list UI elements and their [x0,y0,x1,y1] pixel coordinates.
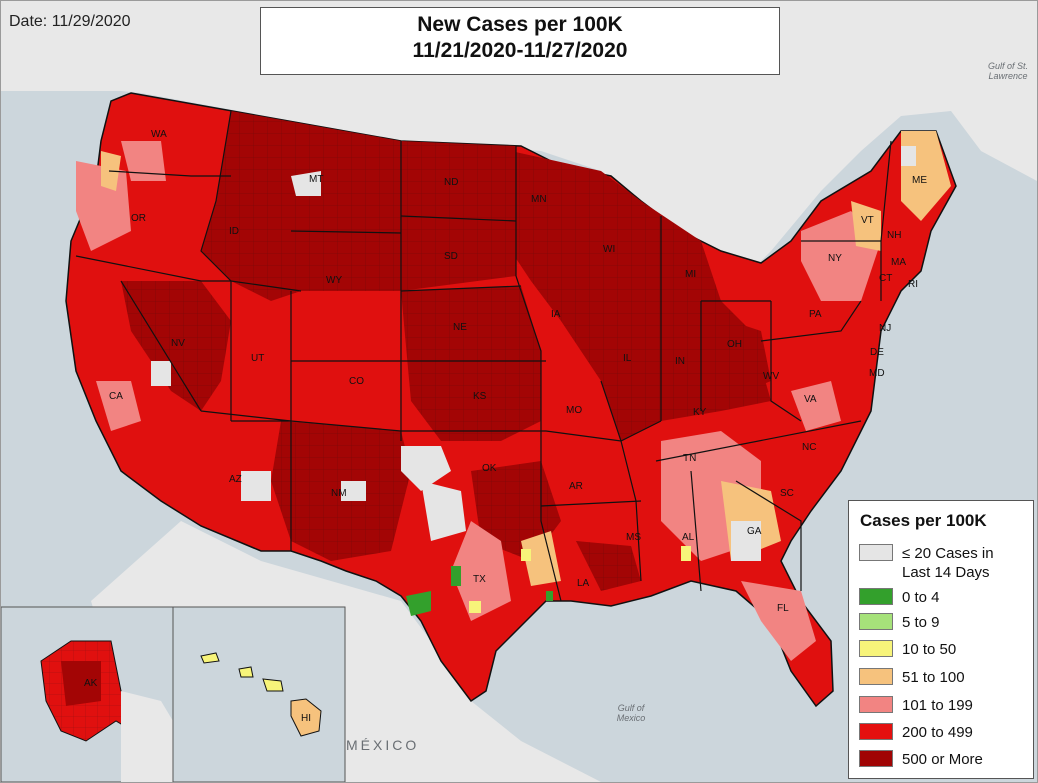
gray-patches [151,146,916,561]
state-label: LA [577,578,590,589]
mexico-label: MÉXICO [346,737,420,753]
legend-item: ≤ 20 Cases in Last 14 Days [859,544,994,582]
legend-label: 51 to 100 [902,669,965,686]
map-title: New Cases per 100K [417,13,623,36]
state-label: TX [473,574,486,585]
legend: Cases per 100K ≤ 20 Cases in Last 14 Day… [848,500,1034,779]
state-label: MA [891,257,906,268]
legend-swatch [859,723,893,740]
state-label: RI [908,279,918,290]
state-label: AZ [229,474,242,485]
legend-label: 101 to 199 [902,697,973,714]
state-label: MI [685,269,697,280]
legend-swatch [859,640,893,657]
state-label: CA [109,391,123,402]
state-borders [75,110,892,602]
state-label: FL [777,603,789,614]
legend-item: 101 to 199 [859,696,973,715]
gulf-of-mexico-label: Gulf of Mexico [616,703,646,723]
state-label: ID [229,226,239,237]
state-label: TN [683,453,697,464]
state-label: NV [171,338,185,349]
state-label: WA [151,129,167,140]
state-label: NH [887,230,902,241]
state-label: NJ [879,323,892,334]
state-label: GA [747,526,762,537]
state-label: KS [473,391,487,402]
state-label: MO [566,405,583,416]
state-label: ND [444,177,459,188]
legend-swatch [859,696,893,713]
legend-label: ≤ 20 Cases in Last 14 Days [902,545,994,581]
state-label: OR [131,213,146,224]
state-label: UT [251,353,265,364]
state-label: NC [802,442,817,453]
legend-swatch [859,544,893,561]
legend-title: Cases per 100K [860,511,987,530]
state-label: SC [780,488,794,499]
legend-item: 10 to 50 [859,640,956,659]
legend-label: 200 to 499 [902,724,973,741]
state-label: AK [84,678,98,689]
state-label: CT [879,273,893,284]
legend-label: 5 to 9 [902,614,940,631]
legend-swatch [859,668,893,685]
legend-label: 0 to 4 [902,589,940,606]
legend-swatch [859,750,893,767]
legend-item: 0 to 4 [859,588,940,607]
legend-item: 500 or More [859,750,983,769]
state-label: OK [482,463,497,474]
state-label: IA [551,309,561,320]
state-label: VT [861,215,874,226]
legend-label: 500 or More [902,751,983,768]
legend-item: 51 to 100 [859,668,965,687]
state-label: MS [626,532,641,543]
state-label: MN [531,194,547,205]
state-label: SD [444,251,458,262]
state-label: IL [623,353,632,364]
state-label: KY [693,407,707,418]
legend-item: 5 to 9 [859,613,940,632]
hawaii-islands [200,652,322,737]
state-label: MT [309,174,324,185]
state-label: PA [809,309,822,320]
date-label: Date: 11/29/2020 [9,13,131,30]
state-label: CO [349,376,364,387]
state-label: NM [331,488,347,499]
dark-regions [121,111,771,591]
state-label: HI [301,713,311,724]
state-label: WY [326,275,343,286]
map-date-range: 11/21/2020-11/27/2020 [412,39,628,62]
state-label: VA [804,394,817,405]
green-patches [406,546,691,616]
state-label: NY [828,253,842,264]
state-label: AR [569,481,583,492]
state-label: AL [682,532,695,543]
state-label: NE [453,322,467,333]
state-label: WV [763,371,780,382]
state-label: OH [727,339,742,350]
state-label: IN [675,356,685,367]
state-label: DE [870,347,884,358]
state-label: WI [603,244,616,255]
legend-swatch [859,613,893,630]
gulf-st-lawrence-label: Gulf of St. Lawrence [987,61,1029,81]
legend-label: 10 to 50 [902,641,957,658]
hawaii-inset-frame [172,606,346,782]
state-label: ME [912,175,927,186]
title-box: New Cases per 100K 11/21/2020-11/27/2020 [260,7,780,75]
state-label: MD [869,368,885,379]
legend-item: 200 to 499 [859,723,973,742]
legend-swatch [859,588,893,605]
